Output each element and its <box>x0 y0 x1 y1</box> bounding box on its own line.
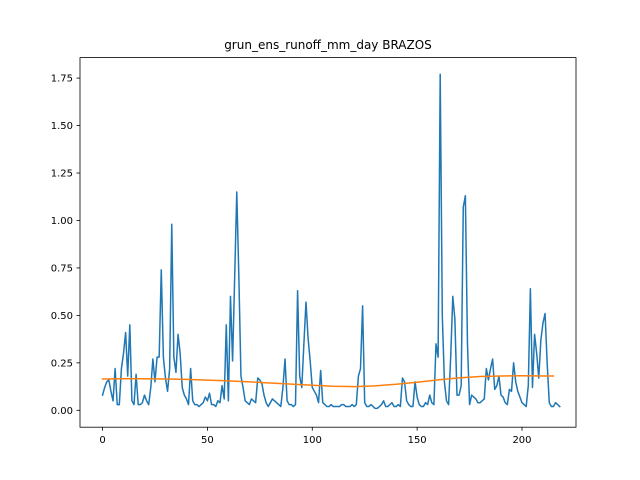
y-tick-label: 1.50 <box>51 121 73 132</box>
x-tick-label: 200 <box>512 435 531 446</box>
y-axis-ticks: 0.00 0.25 0.50 0.75 1.00 1.25 1.50 1.75 <box>51 74 80 417</box>
y-tick-label: 0.25 <box>51 358 73 369</box>
y-tick-label: 0.00 <box>51 406 73 417</box>
x-tick-label: 100 <box>303 435 322 446</box>
series-layer <box>101 73 561 410</box>
x-tick-label: 0 <box>99 435 105 446</box>
y-tick-label: 1.00 <box>51 216 73 227</box>
x-tick-label: 150 <box>408 435 427 446</box>
y-tick-label: 0.50 <box>51 311 73 322</box>
x-axis-ticks: 0 50 100 150 200 <box>99 427 532 446</box>
series-line-2 <box>101 375 555 388</box>
plot-frame <box>79 57 577 428</box>
y-tick-label: 0.75 <box>51 263 73 274</box>
y-tick-label: 1.25 <box>51 169 73 180</box>
y-tick-label: 1.75 <box>51 74 73 85</box>
series-line-1 <box>101 73 561 410</box>
chart-title: grun_ens_runoff_mm_day BRAZOS <box>224 38 432 52</box>
axes-layer <box>79 57 577 428</box>
x-tick-label: 50 <box>201 435 214 446</box>
